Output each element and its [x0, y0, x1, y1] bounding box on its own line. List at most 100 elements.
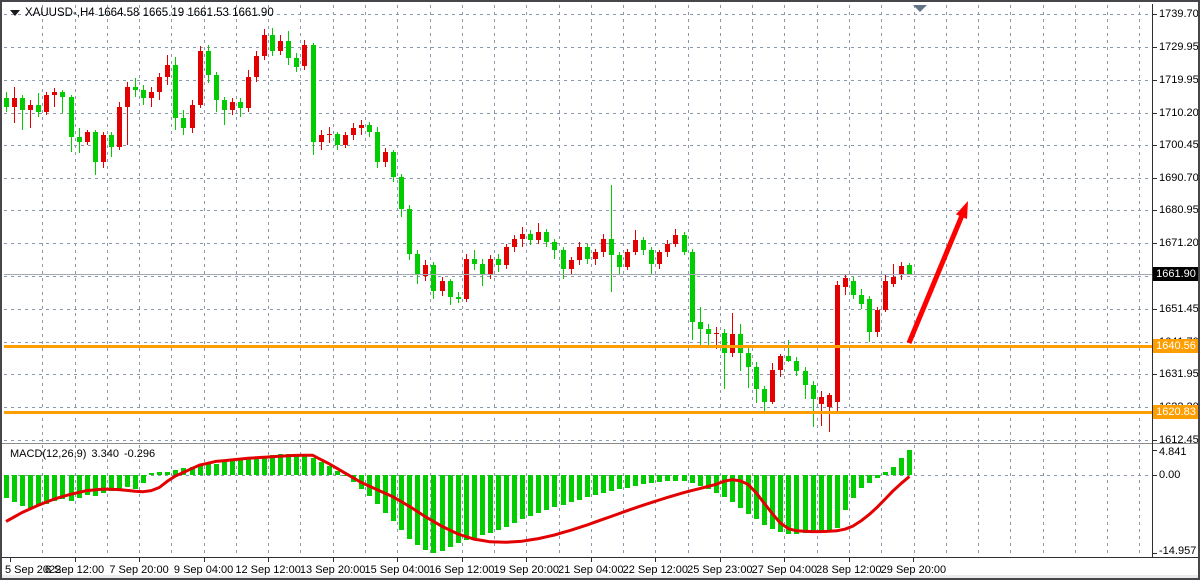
macd-histogram-bar: [609, 475, 614, 491]
candle-wick: [893, 264, 894, 287]
grid-vline: [106, 5, 108, 442]
grid-vline: [203, 5, 205, 442]
candle: [617, 255, 622, 268]
time-tick-mark: [784, 557, 786, 562]
grid-vline: [816, 5, 818, 442]
macd-signal-value: -0.296: [123, 448, 156, 460]
macd-histogram-bar: [335, 470, 340, 475]
macd-histogram-bar: [69, 475, 74, 501]
macd-histogram-bar: [496, 475, 501, 530]
macd-histogram-bar: [383, 475, 388, 513]
grid-vline: [816, 445, 818, 557]
macd-histogram-bar: [238, 459, 243, 475]
macd-histogram-bar: [794, 475, 799, 535]
macd-histogram-bar: [682, 475, 687, 482]
grid-vline: [945, 5, 947, 442]
grid-vline: [881, 5, 883, 442]
grid-hline: [4, 439, 1150, 441]
macd-histogram-bar: [464, 475, 469, 541]
candle: [181, 118, 186, 129]
candle: [609, 238, 614, 256]
macd-histogram-bar: [117, 475, 122, 489]
price-tick-mark: [1152, 374, 1157, 376]
macd-histogram-bar: [754, 475, 759, 520]
grid-vline: [526, 5, 528, 442]
macd-histogram-bar: [665, 475, 670, 482]
candle: [561, 250, 566, 269]
horizontal-line-1640[interactable]: [4, 344, 1152, 348]
macd-histogram-bar: [44, 475, 49, 504]
grid-vline: [139, 5, 141, 442]
candle: [827, 394, 832, 407]
candle: [351, 128, 356, 136]
grid-vline: [881, 445, 883, 557]
macd-histogram-bar: [157, 471, 162, 475]
grid-vline: [171, 445, 173, 557]
chart-title: XAUUSD-,H4 1664.58 1665.19 1661.53 1661.…: [10, 7, 274, 19]
macd-histogram-bar: [440, 475, 445, 551]
macd-histogram-bar: [480, 475, 485, 536]
price-tick-mark: [1152, 112, 1157, 114]
price-tick-mark: [1152, 177, 1157, 179]
time-tick-label: 22 Sep 12:00: [622, 564, 689, 576]
time-tick-label: 16 Sep 12:00: [428, 564, 495, 576]
price-tick-mark: [1152, 439, 1157, 441]
time-tick-label: 5 Sep 2022: [5, 564, 62, 576]
candle: [891, 276, 896, 284]
horizontal-line-1620[interactable]: [4, 410, 1152, 414]
chart-shift-marker-icon[interactable]: [913, 5, 927, 12]
candle: [585, 247, 590, 259]
resistance-price-badge: 1640.56: [1153, 338, 1198, 353]
time-tick-mark: [719, 557, 721, 562]
grid-vline: [332, 5, 334, 442]
candle: [399, 176, 404, 209]
price-tick-label: 1680.95: [1159, 204, 1199, 217]
collapse-icon[interactable]: [10, 10, 20, 16]
time-tick-mark: [848, 557, 850, 562]
candle: [327, 134, 332, 136]
candle-wick: [821, 390, 822, 426]
candle: [641, 240, 646, 251]
price-tick-mark: [1152, 14, 1157, 15]
grid-hline: [4, 14, 1150, 15]
macd-histogram-bar: [778, 475, 783, 532]
macd-histogram-bar: [198, 464, 203, 475]
macd-histogram-bar: [746, 475, 751, 514]
macd-histogram-bar: [569, 475, 574, 503]
candle: [811, 385, 816, 399]
price-tick-mark: [1152, 309, 1157, 311]
macd-main-value: 3.340: [91, 448, 119, 460]
grid-hline: [4, 374, 1150, 376]
grid-vline: [268, 5, 270, 442]
grid-vline: [849, 5, 851, 442]
macd-histogram-bar: [246, 458, 251, 475]
grid-vline: [1139, 5, 1141, 442]
price-tick-mark: [1152, 145, 1157, 147]
macd-histogram-bar: [657, 475, 662, 483]
candle: [698, 321, 703, 329]
grid-vline: [364, 445, 366, 557]
candle: [198, 51, 203, 105]
price-tick-label: 1729.95: [1159, 40, 1199, 53]
macd-histogram-bar: [512, 475, 517, 523]
macd-histogram-bar: [4, 475, 9, 498]
grid-vline: [849, 445, 851, 557]
candle: [762, 389, 767, 402]
macd-pane[interactable]: [2, 444, 1152, 558]
time-tick-mark: [10, 557, 11, 562]
pane-separator[interactable]: [2, 443, 1198, 444]
candle: [512, 238, 517, 248]
price-tick-mark: [1152, 46, 1157, 48]
macd-histogram-bar: [60, 475, 65, 499]
candle: [69, 96, 74, 137]
candle: [835, 284, 840, 402]
macd-histogram-bar: [649, 475, 654, 484]
candle: [488, 258, 493, 276]
time-tick-mark: [203, 557, 205, 562]
macd-histogram-bar: [149, 472, 154, 475]
candle: [431, 265, 436, 291]
time-tick-label: 19 Sep 20:00: [493, 564, 559, 576]
grid-vline: [978, 5, 980, 442]
candle: [246, 76, 251, 109]
candle: [214, 74, 219, 100]
